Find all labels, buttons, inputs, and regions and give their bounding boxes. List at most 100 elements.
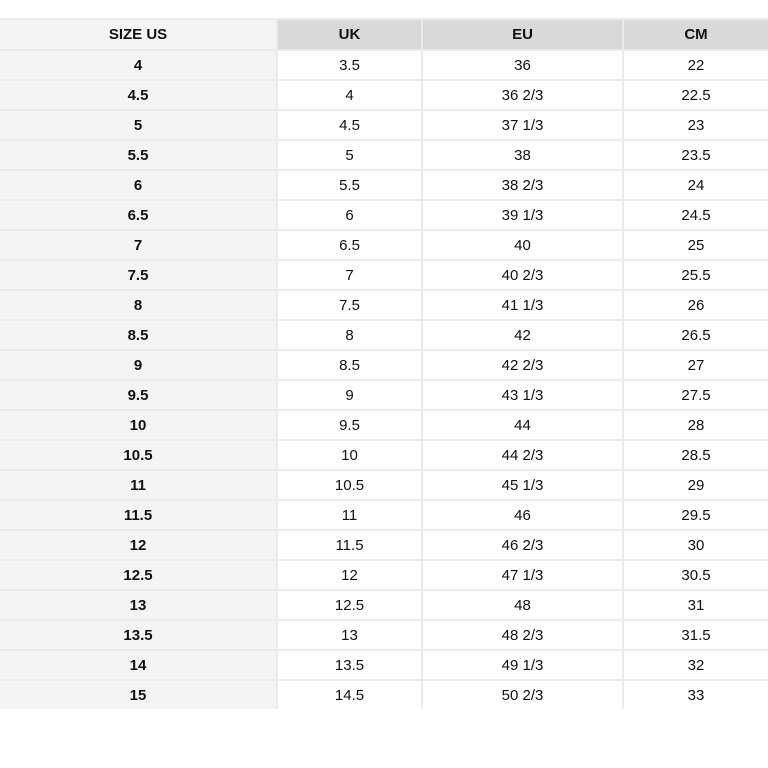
cell-size-us: 5 (0, 109, 278, 141)
table-row: 11.5 11 46 29.5 (0, 499, 768, 531)
column-header-eu: EU (421, 18, 624, 51)
cell-uk: 6 (276, 199, 423, 231)
cell-uk: 8.5 (276, 349, 423, 381)
table-row: 15 14.5 50 2/3 33 (0, 679, 768, 709)
table-header: SIZE US UK EU CM (0, 18, 768, 51)
cell-size-us: 4 (0, 49, 278, 81)
cell-cm: 26.5 (622, 319, 768, 351)
table-row: 5 4.5 37 1/3 23 (0, 109, 768, 141)
cell-uk: 7.5 (276, 289, 423, 321)
cell-size-us: 13.5 (0, 619, 278, 651)
cell-eu: 41 1/3 (421, 289, 624, 321)
cell-uk: 5 (276, 139, 423, 171)
cell-size-us: 13 (0, 589, 278, 621)
cell-size-us: 15 (0, 679, 278, 709)
cell-cm: 24.5 (622, 199, 768, 231)
cell-size-us: 14 (0, 649, 278, 681)
table-row: 6 5.5 38 2/3 24 (0, 169, 768, 201)
cell-size-us: 11 (0, 469, 278, 501)
cell-cm: 28.5 (622, 439, 768, 471)
cell-cm: 29.5 (622, 499, 768, 531)
cell-size-us: 4.5 (0, 79, 278, 111)
cell-uk: 4 (276, 79, 423, 111)
table-row: 13 12.5 48 31 (0, 589, 768, 621)
table-row: 9 8.5 42 2/3 27 (0, 349, 768, 381)
table-row: 5.5 5 38 23.5 (0, 139, 768, 171)
cell-cm: 30 (622, 529, 768, 561)
cell-size-us: 9.5 (0, 379, 278, 411)
cell-size-us: 8 (0, 289, 278, 321)
header-row: SIZE US UK EU CM (0, 18, 768, 51)
cell-eu: 44 2/3 (421, 439, 624, 471)
cell-cm: 30.5 (622, 559, 768, 591)
table-row: 11 10.5 45 1/3 29 (0, 469, 768, 501)
cell-cm: 22 (622, 49, 768, 81)
cell-uk: 9 (276, 379, 423, 411)
table-row: 10.5 10 44 2/3 28.5 (0, 439, 768, 471)
table-body: 4 3.5 36 22 4.5 4 36 2/3 22.5 5 4.5 37 1/3 23 5.5 5 38… (0, 49, 768, 709)
table-row: 6.5 6 39 1/3 24.5 (0, 199, 768, 231)
table-row: 7.5 7 40 2/3 25.5 (0, 259, 768, 291)
cell-eu: 46 2/3 (421, 529, 624, 561)
cell-cm: 23 (622, 109, 768, 141)
cell-eu: 40 (421, 229, 624, 261)
cell-eu: 42 2/3 (421, 349, 624, 381)
cell-cm: 27.5 (622, 379, 768, 411)
cell-eu: 43 1/3 (421, 379, 624, 411)
cell-eu: 39 1/3 (421, 199, 624, 231)
cell-uk: 11.5 (276, 529, 423, 561)
cell-size-us: 8.5 (0, 319, 278, 351)
cell-cm: 25.5 (622, 259, 768, 291)
column-header-cm: CM (622, 18, 768, 51)
cell-cm: 24 (622, 169, 768, 201)
cell-size-us: 7.5 (0, 259, 278, 291)
table-row: 10 9.5 44 28 (0, 409, 768, 441)
cell-eu: 44 (421, 409, 624, 441)
cell-size-us: 5.5 (0, 139, 278, 171)
cell-size-us: 10 (0, 409, 278, 441)
cell-uk: 10 (276, 439, 423, 471)
cell-eu: 46 (421, 499, 624, 531)
cell-eu: 36 2/3 (421, 79, 624, 111)
cell-uk: 13.5 (276, 649, 423, 681)
table-row: 13.5 13 48 2/3 31.5 (0, 619, 768, 651)
cell-uk: 14.5 (276, 679, 423, 709)
size-chart-table: SIZE US UK EU CM 4 3.5 36 22 4.5 4 36 2/3 22.5 5 4.5… (0, 18, 768, 709)
cell-eu: 40 2/3 (421, 259, 624, 291)
cell-size-us: 10.5 (0, 439, 278, 471)
cell-uk: 12.5 (276, 589, 423, 621)
table-row: 9.5 9 43 1/3 27.5 (0, 379, 768, 411)
cell-cm: 23.5 (622, 139, 768, 171)
cell-cm: 27 (622, 349, 768, 381)
cell-eu: 47 1/3 (421, 559, 624, 591)
cell-eu: 50 2/3 (421, 679, 624, 709)
cell-size-us: 6.5 (0, 199, 278, 231)
table-row: 4 3.5 36 22 (0, 49, 768, 81)
cell-cm: 33 (622, 679, 768, 709)
cell-eu: 48 (421, 589, 624, 621)
cell-eu: 48 2/3 (421, 619, 624, 651)
cell-cm: 32 (622, 649, 768, 681)
cell-uk: 8 (276, 319, 423, 351)
cell-eu: 38 2/3 (421, 169, 624, 201)
table-row: 7 6.5 40 25 (0, 229, 768, 261)
cell-cm: 28 (622, 409, 768, 441)
cell-uk: 10.5 (276, 469, 423, 501)
cell-uk: 5.5 (276, 169, 423, 201)
table-row: 8 7.5 41 1/3 26 (0, 289, 768, 321)
cell-eu: 45 1/3 (421, 469, 624, 501)
cell-size-us: 11.5 (0, 499, 278, 531)
table-row: 4.5 4 36 2/3 22.5 (0, 79, 768, 111)
cell-uk: 4.5 (276, 109, 423, 141)
cell-uk: 12 (276, 559, 423, 591)
cell-cm: 31.5 (622, 619, 768, 651)
cell-size-us: 12 (0, 529, 278, 561)
cell-cm: 31 (622, 589, 768, 621)
cell-uk: 6.5 (276, 229, 423, 261)
cell-size-us: 7 (0, 229, 278, 261)
cell-cm: 29 (622, 469, 768, 501)
cell-size-us: 12.5 (0, 559, 278, 591)
table-row: 12.5 12 47 1/3 30.5 (0, 559, 768, 591)
cell-uk: 9.5 (276, 409, 423, 441)
cell-uk: 11 (276, 499, 423, 531)
